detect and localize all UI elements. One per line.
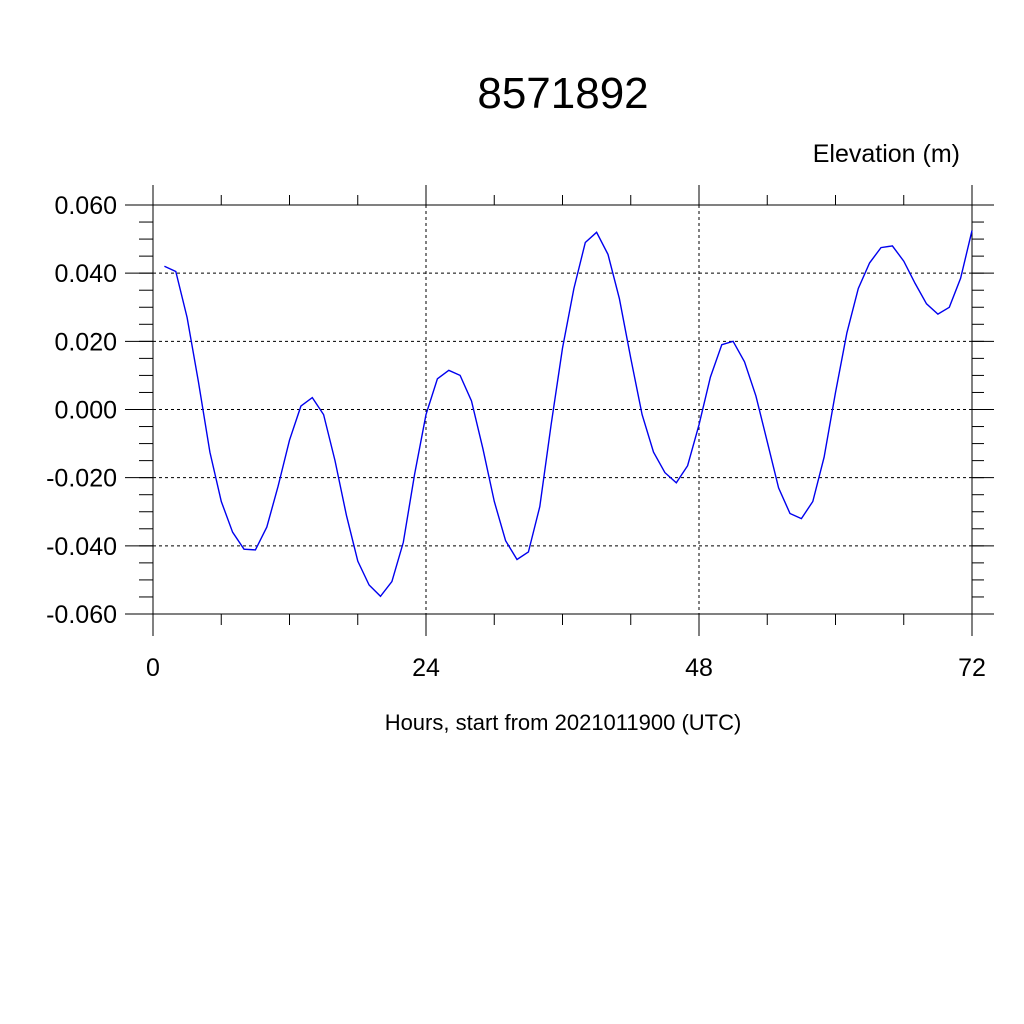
y-tick-label: 0.000: [54, 397, 117, 425]
axis-ticks: [125, 185, 994, 636]
x-tick-label: 48: [685, 654, 713, 682]
y-tick-label: -0.060: [46, 601, 117, 629]
y-tick-label: 0.020: [54, 328, 117, 356]
units-label: Elevation (m): [813, 140, 960, 168]
y-tick-label: -0.040: [46, 533, 117, 561]
x-tick-labels: 0 24 48 72: [146, 654, 986, 682]
x-tick-label: 72: [958, 654, 986, 682]
plot-frame: [152, 204, 973, 615]
x-tick-label: 0: [146, 654, 160, 682]
series-layer: [164, 230, 973, 598]
grid-lines: [153, 204, 972, 615]
y-tick-label: 0.040: [54, 260, 117, 288]
elevation-series-line: [164, 230, 973, 598]
y-tick-labels: -0.060 -0.040 -0.020 0.000 0.020 0.040 0.060: [46, 192, 117, 629]
x-axis-label: Hours, start from 2021011900 (UTC): [385, 710, 742, 735]
y-tick-label: -0.020: [46, 465, 117, 493]
y-tick-label: 0.060: [54, 192, 117, 220]
chart-title: 8571892: [477, 69, 648, 118]
x-tick-label: 24: [412, 654, 440, 682]
